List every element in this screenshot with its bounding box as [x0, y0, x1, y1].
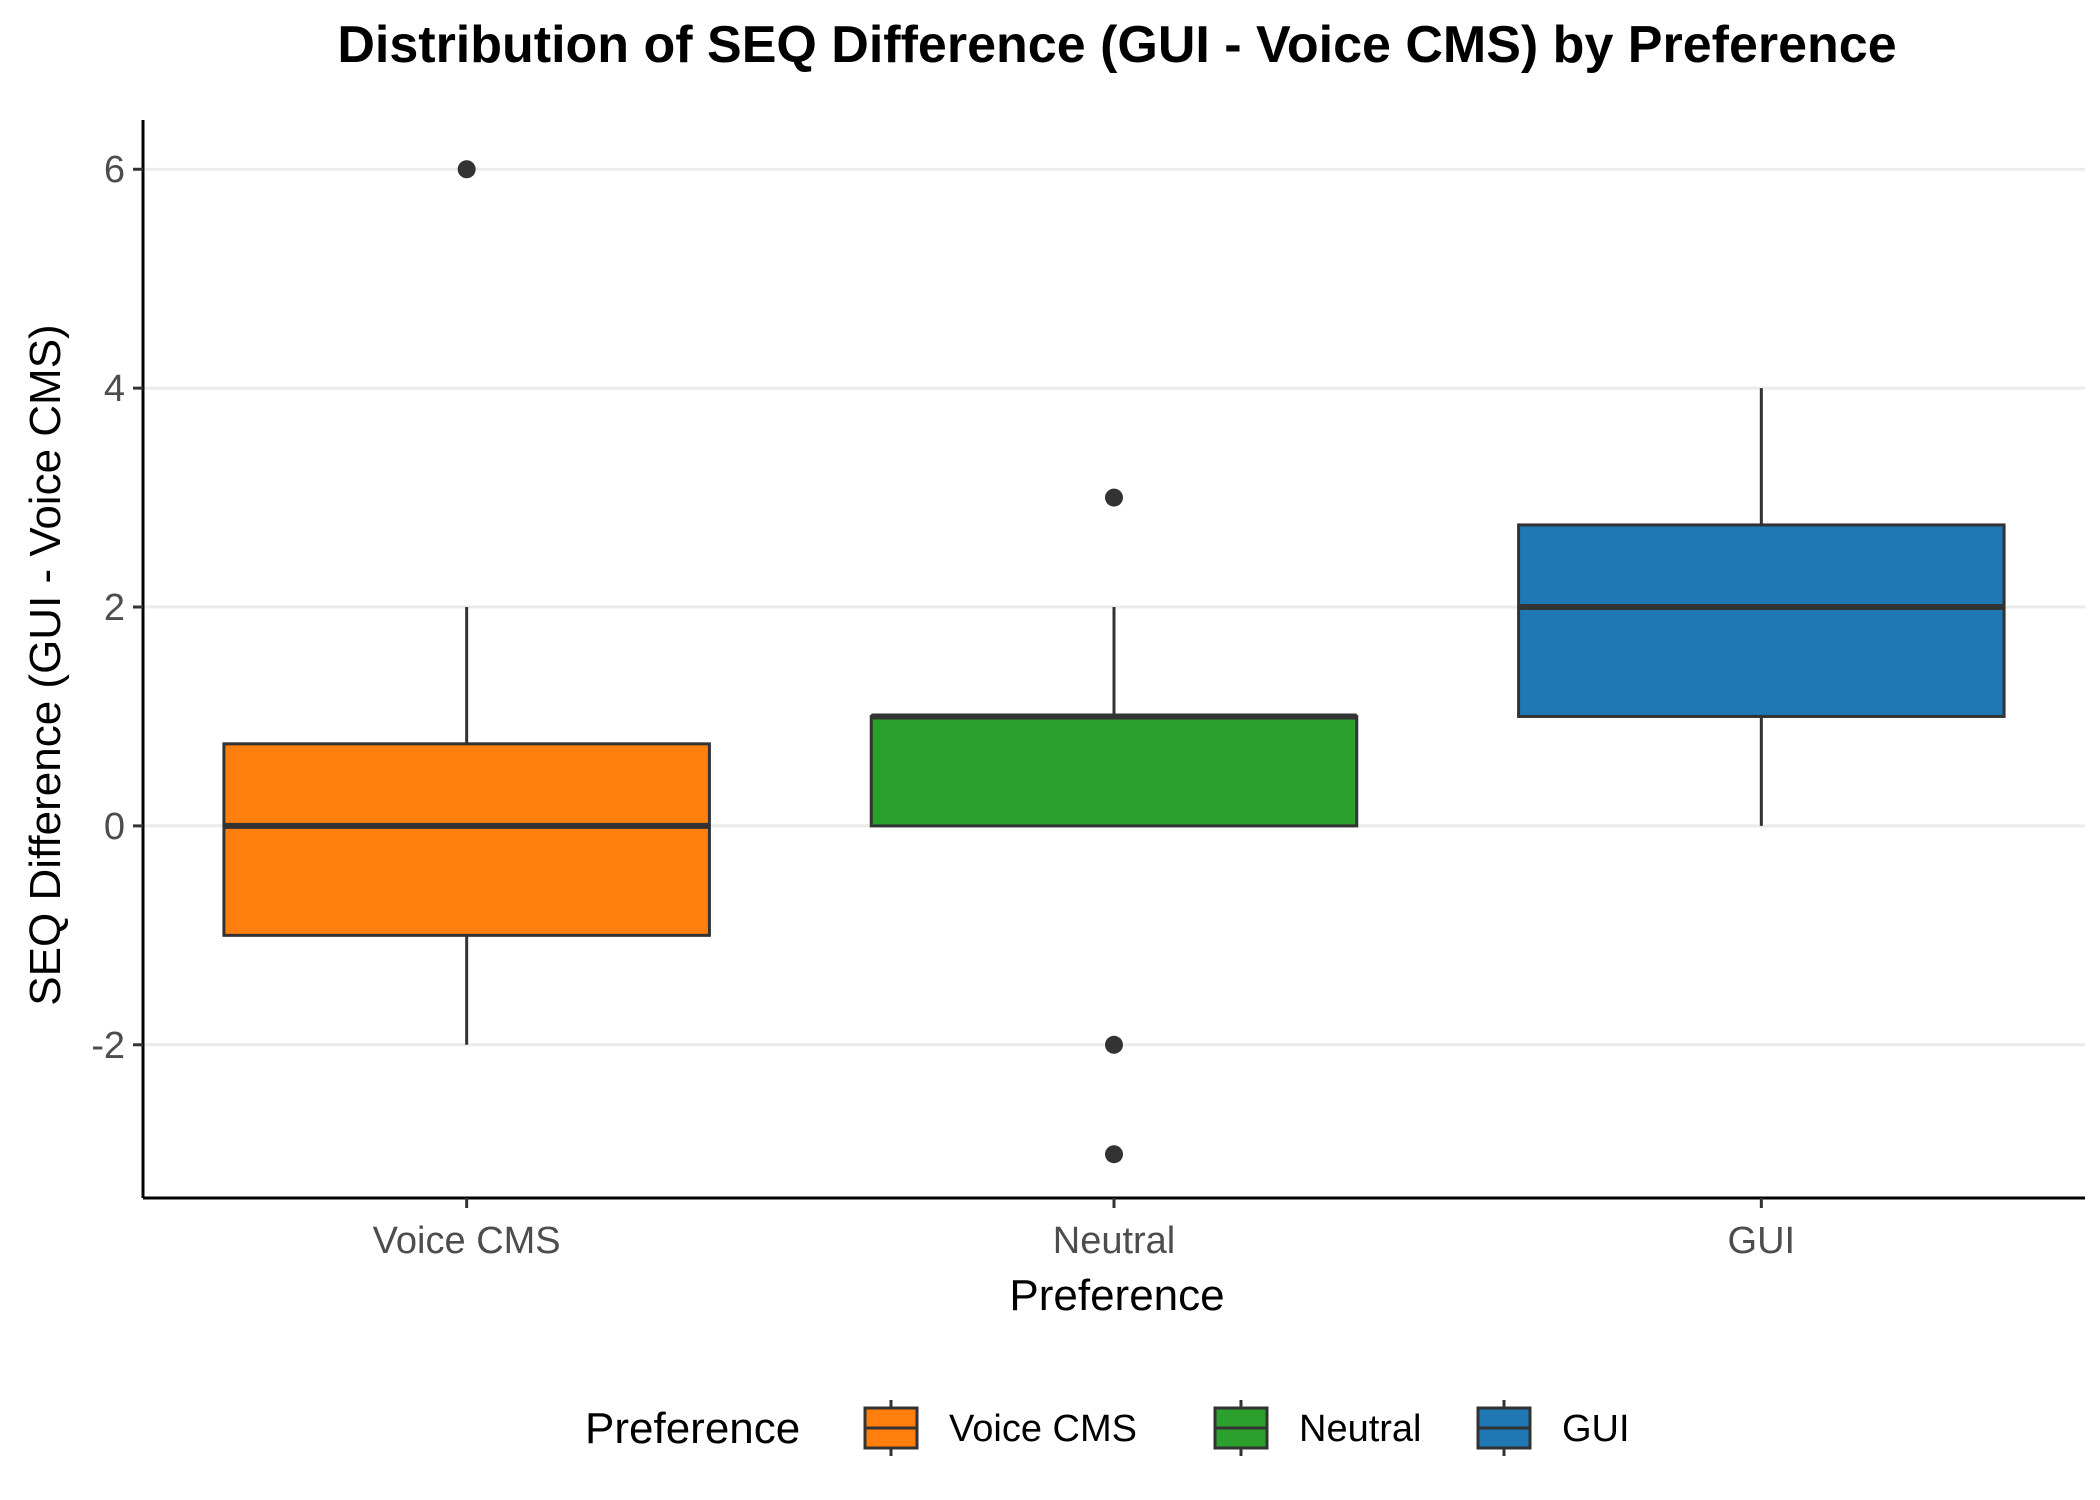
- box-body: [222, 742, 711, 937]
- outlier-point: [1105, 1035, 1123, 1054]
- legend-items: Voice CMS Neutral GUI: [863, 1400, 1630, 1456]
- legend-label: GUI: [1562, 1408, 1630, 1450]
- x-tick-label: GUI: [1728, 1220, 1796, 1262]
- x-tick-label: Neutral: [1053, 1220, 1176, 1262]
- x-axis-title: Preference: [1009, 1271, 1224, 1320]
- y-tick-label: 4: [104, 368, 125, 410]
- legend-item-voice-cms: Voice CMS: [863, 1400, 1137, 1456]
- y-tick-label: 6: [104, 149, 125, 191]
- x-tick-label: Voice CMS: [373, 1220, 561, 1262]
- legend-item-gui: GUI: [1476, 1400, 1630, 1456]
- legend-title: Preference: [585, 1404, 800, 1453]
- box-gui: [1517, 388, 2006, 826]
- box-series: [222, 388, 2006, 1045]
- box-neutral: [869, 607, 1359, 828]
- box-voice-cms: [222, 607, 711, 1045]
- legend-item-neutral: Neutral: [1213, 1400, 1422, 1456]
- y-tick-label: -2: [91, 1025, 125, 1067]
- outlier-point: [457, 160, 476, 179]
- chart-title: Distribution of SEQ Difference (GUI - Vo…: [337, 16, 1896, 74]
- legend: Preference Voice CMS Neutral GUI: [585, 1400, 1630, 1456]
- legend-label: Neutral: [1299, 1408, 1422, 1450]
- outlier-point: [1105, 488, 1123, 507]
- y-tick-label: 2: [104, 587, 125, 629]
- box-body: [1517, 523, 2006, 718]
- outlier-point: [1105, 1145, 1123, 1164]
- y-axis-title: SEQ Difference (GUI - Voice CMS): [21, 324, 70, 1005]
- y-tick-label: 0: [104, 806, 125, 848]
- x-axis-ticks: Voice CMS Neutral GUI: [373, 1198, 1795, 1262]
- legend-label: Voice CMS: [949, 1408, 1137, 1450]
- y-axis-ticks: 6 4 2 0 -2: [91, 149, 143, 1067]
- box-body: [869, 714, 1359, 828]
- outlier-points: [457, 160, 1123, 1164]
